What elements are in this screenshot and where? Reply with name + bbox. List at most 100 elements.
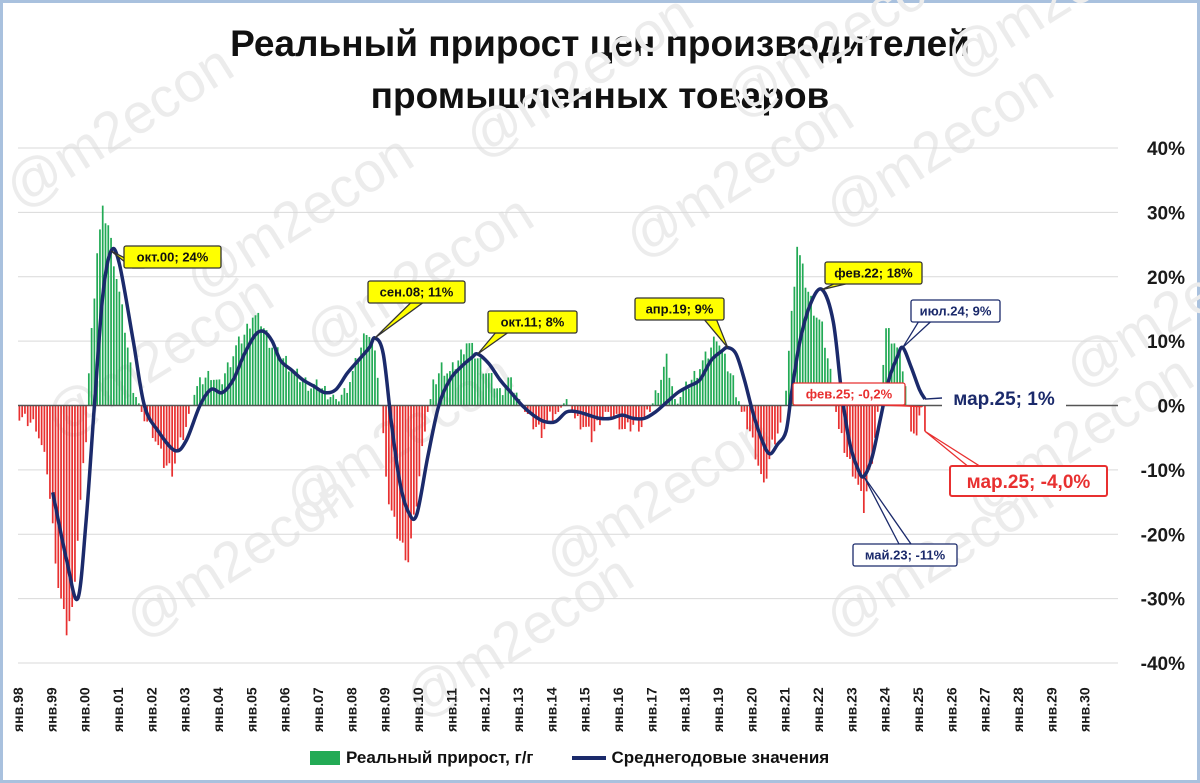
bar bbox=[174, 405, 176, 464]
bar bbox=[104, 223, 107, 406]
bar bbox=[860, 405, 862, 492]
bar bbox=[276, 347, 279, 406]
bar bbox=[418, 405, 421, 477]
callout-label: окт.11; 8% bbox=[501, 315, 565, 330]
bar bbox=[365, 335, 368, 406]
x-tick-label: янв.20 bbox=[743, 687, 759, 732]
callout-box bbox=[123, 245, 222, 269]
bar bbox=[735, 397, 737, 406]
bar bbox=[249, 328, 251, 406]
bar bbox=[35, 405, 37, 432]
bar bbox=[115, 279, 118, 406]
bar bbox=[179, 405, 182, 438]
x-tick-label: янв.00 bbox=[77, 687, 93, 732]
bar bbox=[565, 399, 568, 406]
bar bbox=[60, 405, 62, 599]
bar bbox=[610, 405, 612, 419]
bar bbox=[787, 350, 790, 406]
bar bbox=[32, 405, 35, 420]
bar bbox=[51, 405, 54, 524]
x-tick-label: янв.14 bbox=[543, 687, 559, 732]
callout-box bbox=[824, 261, 923, 285]
bar bbox=[876, 405, 879, 412]
bar bbox=[924, 405, 926, 432]
x-tick-label: янв.02 bbox=[143, 687, 159, 732]
bar bbox=[618, 405, 621, 430]
bar bbox=[768, 405, 771, 460]
bar bbox=[718, 345, 721, 406]
callout-label: мар.25; 1% bbox=[953, 389, 1055, 410]
legend: Реальный прирост, г/г Среднегодовые знач… bbox=[310, 745, 867, 771]
x-tick-label: янв.17 bbox=[643, 687, 659, 732]
average-line bbox=[51, 246, 927, 602]
bar bbox=[446, 373, 449, 406]
bar bbox=[854, 405, 857, 479]
bar bbox=[93, 298, 96, 406]
bar bbox=[40, 405, 43, 446]
bar bbox=[643, 405, 646, 419]
x-tick-label: янв.27 bbox=[977, 687, 993, 732]
bar bbox=[815, 317, 818, 406]
bar bbox=[357, 360, 360, 406]
bar bbox=[710, 347, 712, 406]
bar bbox=[543, 405, 546, 430]
bar bbox=[343, 388, 346, 406]
x-tick-label: янв.06 bbox=[277, 687, 293, 732]
bar bbox=[82, 405, 85, 464]
bar bbox=[168, 405, 171, 464]
bar bbox=[346, 392, 349, 406]
bar bbox=[126, 347, 129, 406]
y-tick-label: -10% bbox=[1141, 461, 1185, 482]
bar bbox=[460, 349, 462, 406]
bar bbox=[21, 405, 24, 418]
bar bbox=[46, 405, 49, 475]
bar bbox=[387, 405, 390, 505]
bar bbox=[874, 405, 876, 438]
bar bbox=[821, 321, 824, 406]
legend-line-label: Среднегодовые значения bbox=[611, 748, 830, 767]
bar bbox=[635, 405, 637, 421]
bar bbox=[687, 388, 690, 406]
bar bbox=[612, 405, 615, 417]
bar bbox=[865, 405, 868, 492]
bar bbox=[435, 384, 437, 406]
bar bbox=[732, 375, 735, 406]
bar bbox=[129, 362, 132, 406]
bar bbox=[485, 373, 487, 406]
bar bbox=[554, 405, 557, 415]
x-tick-label: янв.07 bbox=[310, 687, 326, 732]
bar bbox=[665, 353, 668, 406]
x-tick-label: янв.24 bbox=[877, 687, 893, 732]
bar bbox=[24, 405, 26, 414]
bar bbox=[549, 405, 551, 412]
callout-box bbox=[949, 465, 1108, 497]
bar bbox=[479, 358, 482, 406]
bar bbox=[376, 377, 379, 406]
bar bbox=[132, 392, 135, 406]
bar bbox=[621, 405, 624, 430]
bar bbox=[282, 358, 285, 406]
bar bbox=[749, 405, 751, 432]
bar bbox=[551, 405, 554, 421]
bar bbox=[176, 405, 179, 451]
bar bbox=[676, 403, 679, 406]
bar bbox=[301, 379, 304, 406]
bar bbox=[285, 355, 287, 406]
bar bbox=[310, 388, 312, 406]
x-tick-label: янв.30 bbox=[1077, 687, 1093, 732]
bar bbox=[654, 390, 657, 406]
bar bbox=[393, 405, 396, 517]
callout-box bbox=[634, 297, 725, 321]
legend-line-swatch bbox=[571, 756, 606, 760]
bar bbox=[110, 237, 112, 406]
bar bbox=[290, 371, 293, 406]
bar bbox=[885, 328, 887, 406]
x-tick-label: янв.11 bbox=[443, 688, 459, 732]
bar bbox=[649, 405, 651, 412]
bar bbox=[837, 405, 840, 429]
bar bbox=[726, 371, 729, 406]
bar bbox=[221, 384, 224, 406]
bar bbox=[793, 286, 796, 406]
bar bbox=[740, 405, 743, 412]
bar bbox=[887, 328, 890, 406]
